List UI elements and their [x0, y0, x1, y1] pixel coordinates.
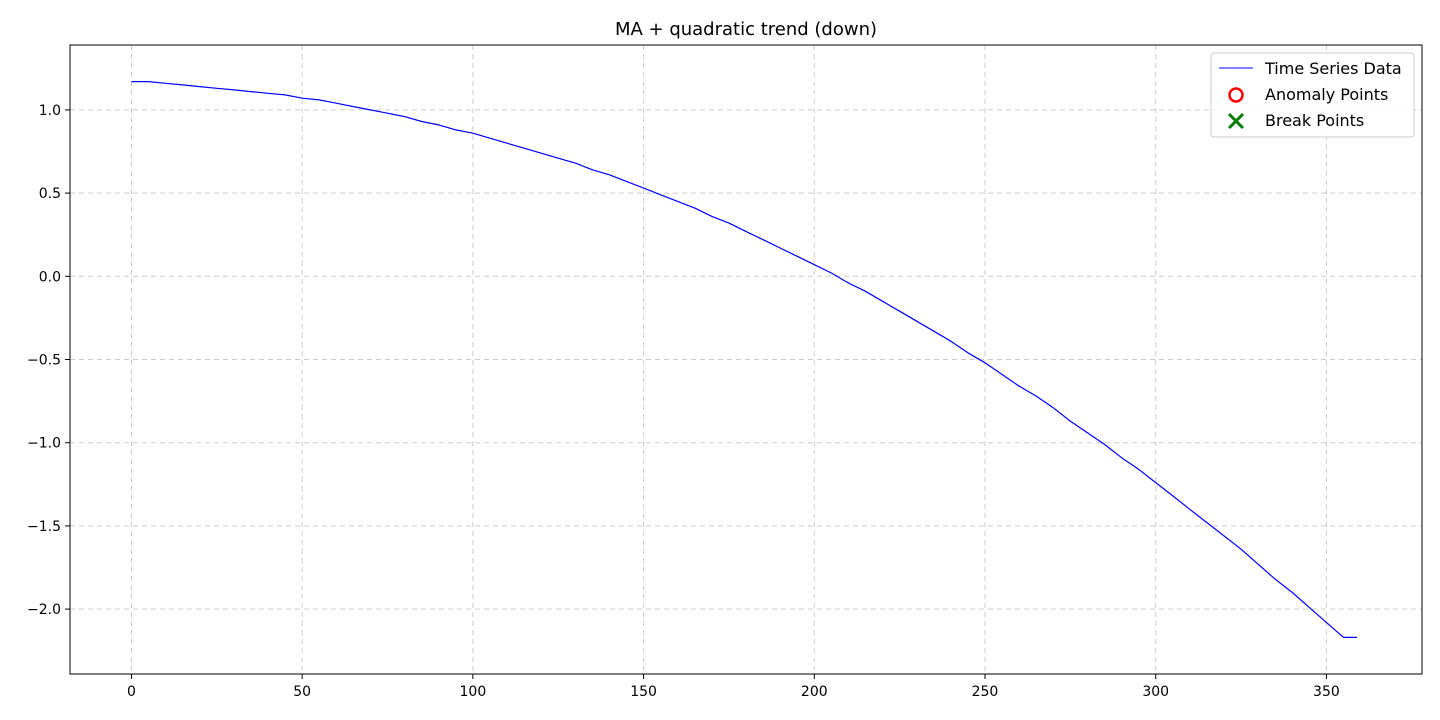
legend: Time Series Data Anomaly Points Break Po…: [1210, 52, 1415, 138]
x-tick-label: 350: [1313, 684, 1340, 700]
grid: [70, 45, 1422, 674]
x-tick-label: 300: [1142, 684, 1169, 700]
x-tick-label: 150: [630, 684, 657, 700]
x-tick-label: 100: [460, 684, 487, 700]
y-tick-label: 0.0: [39, 269, 61, 285]
y-tick-label: −0.5: [27, 353, 61, 369]
legend-circle-icon: [1228, 87, 1244, 103]
x-tick-label: 200: [801, 684, 828, 700]
y-axis-ticks: 1.0 0.5 0.0 −0.5 −1.0 −1.5 −2.0: [27, 103, 70, 618]
legend-box: [1210, 52, 1415, 138]
series-layer: [131, 80, 1358, 639]
y-tick-label: −2.0: [27, 602, 61, 618]
legend-label-time-series: Time Series Data: [1264, 59, 1402, 78]
y-tick-label: 1.0: [39, 103, 61, 119]
series-line: [131, 80, 1358, 639]
x-tick-label: 0: [127, 684, 136, 700]
chart-title: MA + quadratic trend (down): [615, 19, 877, 40]
x-tick-label: 50: [293, 684, 311, 700]
x-axis-ticks: 0 50 100 150 200 250 300 350: [127, 674, 1340, 700]
x-tick-label: 250: [972, 684, 999, 700]
y-tick-label: −1.0: [27, 436, 61, 452]
y-tick-label: 0.5: [39, 186, 61, 202]
y-tick-label: −1.5: [27, 519, 61, 535]
legend-label-anomaly-points: Anomaly Points: [1265, 85, 1388, 104]
legend-x-marker-icon: [1227, 112, 1245, 130]
legend-label-break-points: Break Points: [1265, 111, 1364, 130]
